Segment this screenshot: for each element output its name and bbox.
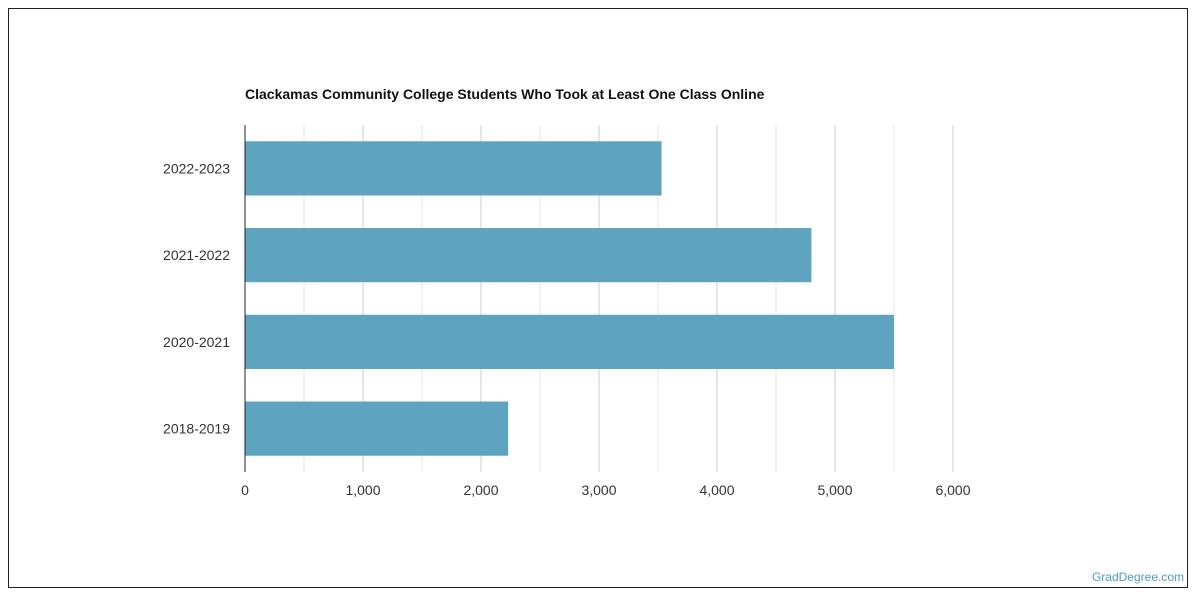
bar-2018-2019 bbox=[245, 401, 509, 456]
x-tick-label: 4,000 bbox=[699, 482, 734, 498]
bars bbox=[245, 141, 894, 456]
x-tick-label: 5,000 bbox=[817, 482, 852, 498]
category-label: 2020-2021 bbox=[163, 334, 230, 350]
watermark-link[interactable]: GradDegree.com bbox=[1091, 570, 1184, 584]
category-label: 2021-2022 bbox=[163, 247, 230, 263]
category-label: 2022-2023 bbox=[163, 160, 230, 176]
x-tick-label: 6,000 bbox=[935, 482, 970, 498]
x-tick-label: 3,000 bbox=[581, 482, 616, 498]
x-tick-labels: 0 1,000 2,000 3,000 4,000 5,000 6,000 bbox=[241, 482, 971, 498]
chart-title: Clackamas Community College Students Who… bbox=[245, 86, 765, 102]
x-tick-label: 2,000 bbox=[463, 482, 498, 498]
x-tick-label: 1,000 bbox=[345, 482, 380, 498]
bar-2021-2022 bbox=[245, 228, 812, 283]
category-labels: 2022-2023 2021-2022 2020-2021 2018-2019 bbox=[163, 160, 230, 436]
chart-frame bbox=[8, 8, 1188, 588]
bar-2022-2023 bbox=[245, 141, 662, 196]
category-label: 2018-2019 bbox=[163, 421, 230, 437]
x-tick-label: 0 bbox=[241, 482, 249, 498]
bar-2020-2021 bbox=[245, 314, 894, 369]
